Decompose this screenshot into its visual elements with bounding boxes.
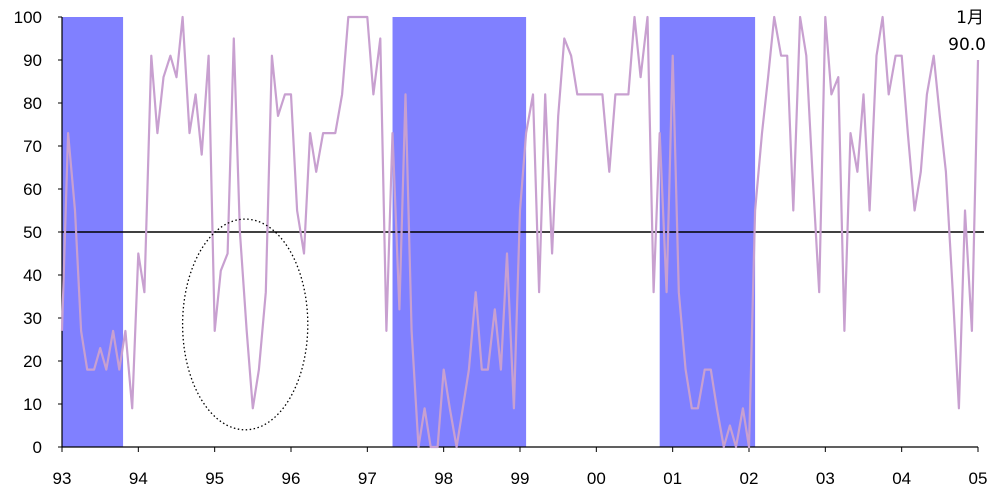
- x-tick-label: 98: [434, 469, 453, 488]
- y-tick-label: 10: [23, 395, 42, 414]
- y-tick-label: 20: [23, 352, 42, 371]
- x-tick-label: 94: [129, 469, 148, 488]
- diffusion-index-line: [60, 15, 980, 449]
- x-tick-label: 95: [205, 469, 224, 488]
- x-tick-label: 99: [511, 469, 530, 488]
- latest-value-annotation: 1月 90.0: [948, 8, 986, 55]
- x-tick-label: 96: [282, 469, 301, 488]
- x-tick-label: 04: [892, 469, 911, 488]
- annotation-value: 90.0: [948, 35, 986, 55]
- series-line-layer: [60, 15, 980, 449]
- y-tick-label: 90: [23, 51, 42, 70]
- x-tick-label: 93: [53, 469, 72, 488]
- y-tick-label: 80: [23, 94, 42, 113]
- annotation-month: 1月: [956, 8, 984, 28]
- y-tick-labels: 0 10 20 30 40 50 60 70 80 90 100: [14, 8, 42, 457]
- axes: [58, 16, 979, 452]
- y-tick-label: 30: [23, 309, 42, 328]
- y-tick-label: 40: [23, 266, 42, 285]
- y-tick-label: 70: [23, 137, 42, 156]
- y-tick-label: 50: [23, 223, 42, 242]
- x-tick-label: 05: [969, 469, 988, 488]
- dotted-ellipse: [181, 218, 309, 431]
- y-tick-label: 60: [23, 180, 42, 199]
- y-tick-label: 100: [14, 8, 42, 27]
- x-tick-labels: 93 94 95 96 97 98 99 00 01 02 03 04 05: [53, 469, 988, 488]
- highlight-ellipse: [181, 218, 309, 431]
- y-tick-label: 0: [33, 438, 42, 457]
- x-tick-label: 03: [816, 469, 835, 488]
- x-tick-label: 00: [587, 469, 606, 488]
- x-tick-label: 97: [358, 469, 377, 488]
- x-tick-label: 01: [663, 469, 682, 488]
- x-tick-label: 02: [740, 469, 759, 488]
